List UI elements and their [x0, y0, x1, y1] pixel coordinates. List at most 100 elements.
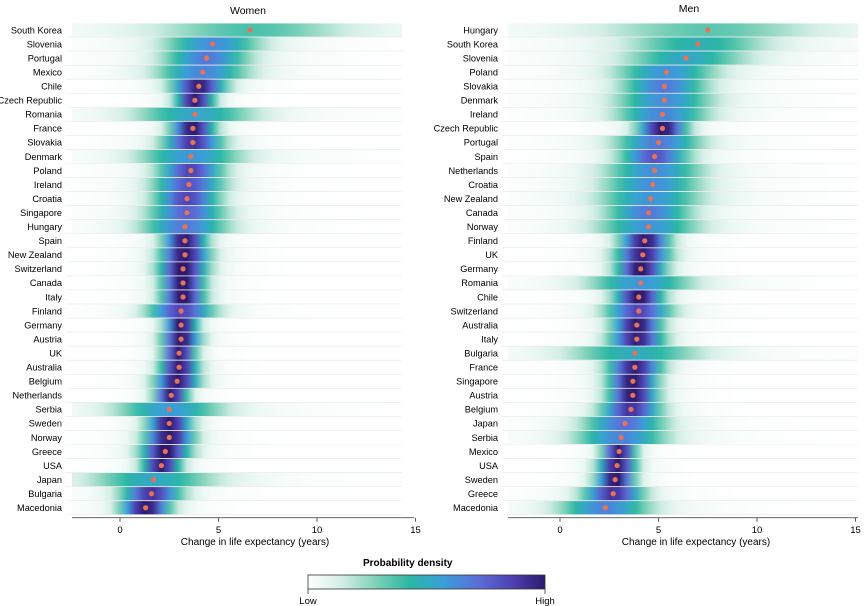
men-density-band-belgium [508, 402, 858, 416]
men-density-rows: Hungary South Korea Slovenia Poland Slovakia… [434, 23, 858, 516]
men-median-point-czech-republic [659, 125, 666, 131]
women-median-point-canada [180, 280, 186, 286]
women-row-label-mexico: Mexico [33, 67, 62, 77]
women-density-band-chile [72, 79, 402, 93]
men-density-band-poland [508, 65, 858, 79]
men-density-band-spain [508, 149, 858, 164]
men-panel: Men Hungary South Korea Slovenia Poland Slov… [434, 3, 861, 548]
women-density-band-finland [72, 304, 402, 318]
women-panel-title: Women [230, 5, 266, 17]
women-row-label-croatia: Croatia [32, 194, 63, 204]
women-x-tick-label: 5 [216, 525, 221, 536]
men-row-label-mexico: Mexico [469, 447, 498, 457]
men-density-band-mexico [508, 444, 858, 459]
men-row-label-switzerland: Switzerland [451, 306, 499, 316]
women-median-point-slovakia [190, 139, 196, 146]
women-row-label-slovenia: Slovenia [27, 39, 63, 49]
women-x-axis-label: Change in life expectancy (years) [181, 537, 329, 548]
women-row-label-spain: Spain [39, 236, 63, 246]
men-density-band-japan [508, 416, 858, 431]
men-density-band-singapore [508, 374, 858, 388]
women-density-band-serbia [72, 402, 402, 416]
men-row-label-ireland: Ireland [470, 110, 498, 120]
men-row-label-spain: Spain [475, 152, 499, 162]
men-x-tick-label: 5 [656, 525, 661, 536]
women-row-label-romania: Romania [25, 110, 63, 120]
women-median-point-germany [178, 322, 184, 328]
men-median-point-australia [634, 322, 640, 328]
women-median-point-spain [182, 238, 188, 244]
women-density-band-mexico [72, 65, 402, 79]
women-median-point-south-korea [247, 27, 253, 33]
men-density-band-netherlands [508, 163, 858, 178]
men-density-band-slovakia [508, 79, 858, 93]
men-median-point-japan [622, 420, 628, 427]
men-row-label-bulgaria: Bulgaria [464, 348, 499, 358]
women-row-label-italy: Italy [45, 292, 62, 302]
men-density-band-switzerland [508, 304, 858, 318]
women-density-band-romania [72, 107, 402, 121]
women-median-point-usa [158, 462, 164, 469]
women-median-point-ireland [186, 181, 192, 188]
men-median-point-usa [614, 462, 620, 469]
men-median-point-croatia [649, 181, 656, 188]
women-median-point-portugal [204, 55, 210, 61]
men-x-axis: 0 5 10 15 [508, 517, 861, 536]
women-median-point-australia [176, 364, 182, 370]
men-median-point-belgium [628, 406, 634, 412]
women-row-label-france: France [33, 124, 62, 134]
women-density-band-switzerland [72, 262, 402, 276]
women-median-point-croatia [184, 196, 190, 202]
women-x-axis: 0 5 10 15 [72, 517, 421, 536]
probability-density-legend: Probability density Low High [299, 558, 554, 606]
women-median-point-singapore [184, 210, 190, 216]
women-median-point-netherlands [168, 392, 174, 398]
women-row-label-usa: USA [43, 461, 63, 471]
men-median-point-canada [646, 210, 652, 216]
women-density-band-austria [72, 332, 402, 346]
men-row-label-new-zealand: New Zealand [444, 194, 498, 204]
men-row-label-singapore: Singapore [456, 377, 498, 387]
men-density-band-new-zealand [508, 192, 858, 206]
men-row-label-belgium: Belgium [465, 405, 499, 415]
women-row-label-uk: UK [49, 348, 63, 358]
men-median-point-chile [636, 294, 642, 300]
men-median-point-finland [642, 238, 648, 244]
men-median-point-slovenia [683, 55, 689, 61]
men-median-point-denmark [661, 97, 668, 103]
women-density-rows: South Korea Slovenia Portugal Mexico Chile Cz… [0, 23, 402, 516]
women-density-band-new-zealand [72, 248, 402, 262]
men-median-point-slovakia [661, 83, 668, 89]
women-median-point-denmark [188, 153, 194, 160]
men-median-point-macedonia [602, 505, 608, 511]
women-density-band-poland [72, 163, 402, 178]
men-row-label-norway: Norway [467, 222, 499, 232]
men-row-label-slovenia: Slovenia [463, 53, 499, 63]
women-median-point-switzerland [180, 266, 186, 272]
men-row-label-czech-republic: Czech Republic [434, 124, 499, 134]
men-density-band-ireland [508, 107, 858, 121]
women-row-label-denmark: Denmark [25, 152, 63, 162]
women-median-point-bulgaria [148, 491, 155, 497]
women-density-band-japan [72, 473, 402, 487]
men-median-point-austria [630, 392, 636, 398]
men-median-point-portugal [655, 139, 662, 146]
men-row-label-netherlands: Netherlands [448, 166, 498, 176]
men-density-band-macedonia [508, 501, 858, 515]
men-median-point-france [632, 364, 638, 370]
women-row-label-singapore: Singapore [20, 208, 62, 218]
men-density-band-serbia [508, 430, 858, 445]
men-x-tick-label: 15 [850, 525, 861, 536]
women-density-band-ireland [72, 177, 402, 192]
legend-title: Probability density [363, 558, 453, 569]
men-row-label-south-korea: South Korea [447, 39, 499, 49]
women-row-label-south-korea: South Korea [11, 25, 63, 35]
women-density-band-slovakia [72, 135, 402, 150]
women-row-label-poland: Poland [33, 166, 62, 176]
men-row-label-australia: Australia [462, 320, 499, 330]
women-median-point-serbia [166, 406, 172, 412]
women-density-band-netherlands [72, 388, 402, 402]
women-density-band-south-korea [72, 23, 402, 37]
men-density-band-italy [508, 332, 858, 346]
women-density-band-macedonia [72, 501, 402, 515]
